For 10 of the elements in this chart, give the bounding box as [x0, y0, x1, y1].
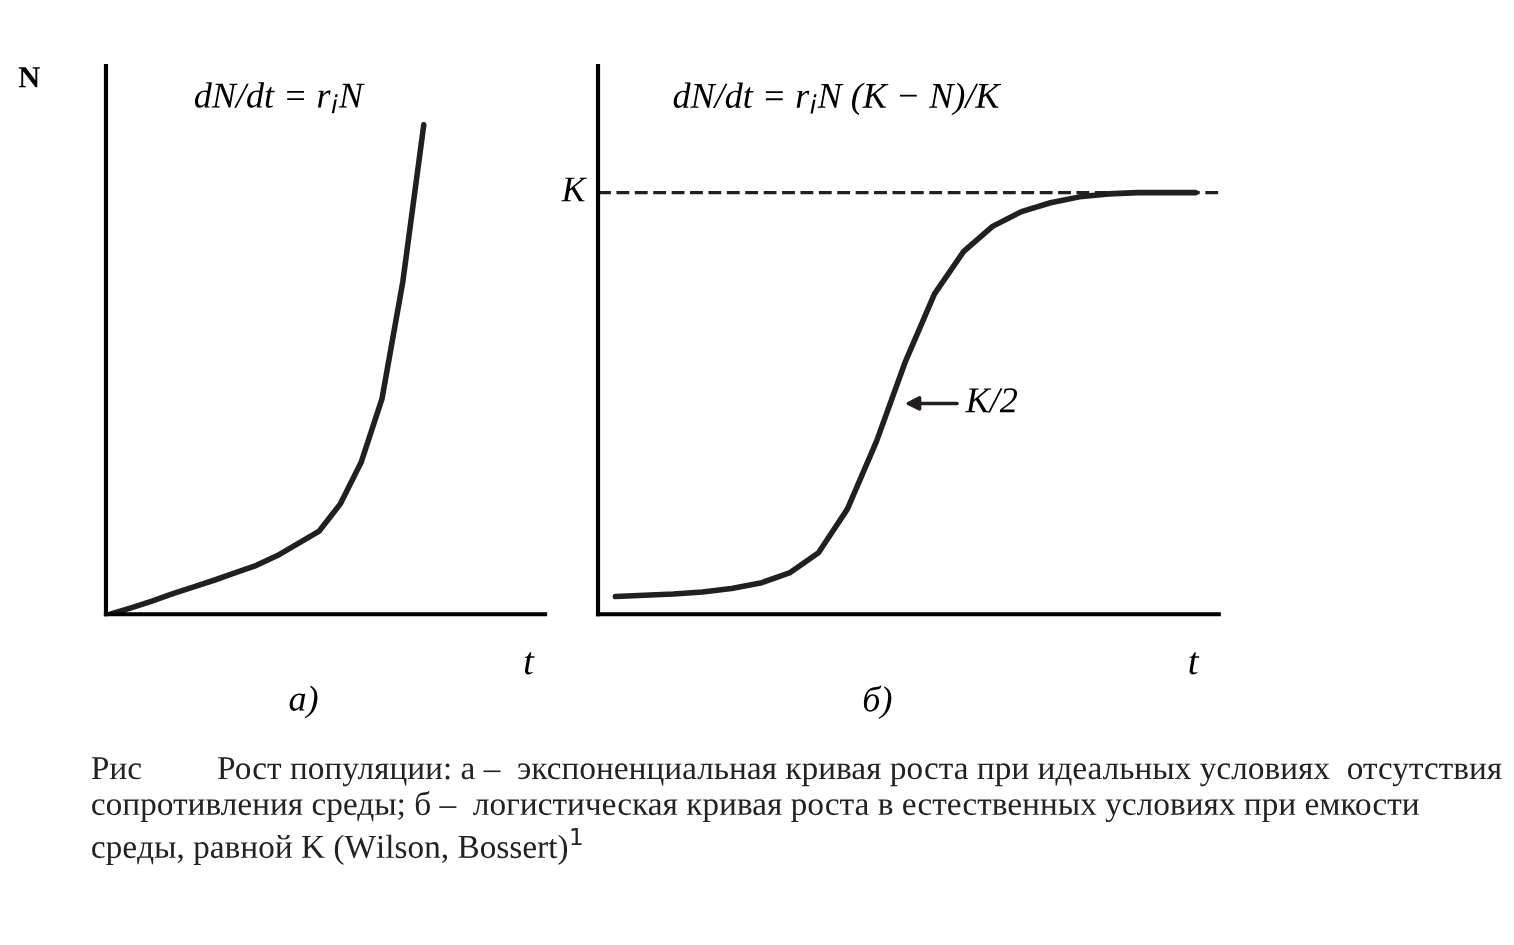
text: б): [863, 685, 892, 720]
x-axis-title: t: [1189, 652, 1200, 675]
text: а): [289, 685, 318, 719]
x-axis-title: t: [524, 652, 535, 675]
text: Рис Рост популяции: а – экспоненциальная кривая роста при идеальных условиях отсутствия сопротивления среды; б – логистическая кривая роста в естественных условиях при емкости среды, равной K (Wilson, Bossert)$^{1}$: [91, 757, 1502, 865]
annotation: K/2: [965, 388, 1018, 413]
ref-line-label: K: [561, 177, 588, 202]
chart-title: dN/dt = r$_{i}$N: [194, 82, 365, 114]
y-axis-title: N: [18, 67, 40, 88]
chart-title: dN/dt = r$_{i}$N (K − N)/K: [673, 82, 1002, 116]
